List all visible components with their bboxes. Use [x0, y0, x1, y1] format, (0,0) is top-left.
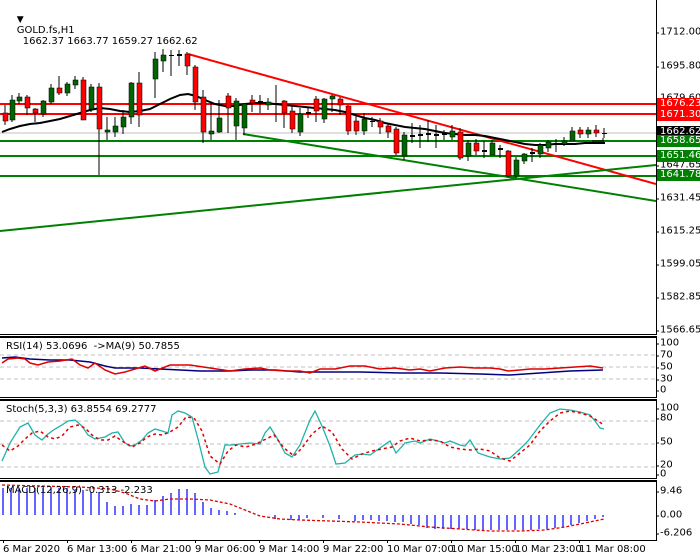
macd-scale[interactable]: 9.46 0.00 -6.206	[655, 480, 700, 541]
time-tick: 9 Mar 14:00	[259, 540, 320, 555]
price-tick: 1712.00	[655, 26, 700, 38]
price-chart	[0, 49, 656, 232]
time-tick: 11 Mar 08:00	[579, 540, 646, 555]
rsi-title: RSI(14) 53.0696 ->MA(9) 50.7855	[6, 341, 180, 352]
resistance-label: 1671.30	[657, 109, 700, 121]
ohlc-values: 1662.37 1663.77 1659.27 1662.62	[22, 36, 198, 47]
rsi-tick: 50	[656, 361, 673, 373]
stoch-tick: 100	[655, 402, 680, 414]
price-tick: 1599.05	[655, 258, 700, 270]
stoch-title: Stoch(5,3,3) 63.8554 69.2777	[6, 404, 157, 415]
price-tick: 1582.85	[655, 291, 700, 303]
time-tick: 6 Mar 2020	[3, 540, 61, 555]
stoch-tick: 80	[656, 412, 673, 424]
rsi-tick: 0	[655, 384, 667, 396]
price-tick: 1615.25	[655, 225, 700, 237]
triangle-down-icon[interactable]: ▼	[16, 15, 24, 25]
price-tick: 1695.80	[655, 60, 700, 72]
price-scale[interactable]: 1712.00 1695.80 1679.60 1647.65 1631.45 …	[655, 0, 700, 336]
symbol-label: GOLD.fs,H1	[16, 25, 75, 36]
time-tick: 10 Mar 23:00	[515, 540, 582, 555]
price-tick: 1566.65	[655, 324, 700, 336]
support-label: 1651.46	[657, 150, 700, 162]
time-tick: 9 Mar 22:00	[323, 540, 384, 555]
rsi-tick: 70	[656, 349, 673, 361]
price-tick: 1631.45	[655, 192, 700, 204]
resistance-label: 1676.23	[657, 98, 700, 110]
time-tick: 10 Mar 15:00	[451, 540, 518, 555]
time-tick: 6 Mar 13:00	[67, 540, 128, 555]
candles	[2, 49, 607, 178]
rsi-chart	[0, 354, 656, 380]
macd-title: MACD(12,26,9) -0.313 -2.233	[6, 485, 153, 496]
macd-tick: 9.46	[655, 485, 683, 497]
stoch-tick: 50	[656, 436, 673, 448]
stoch-tick: 0	[655, 468, 667, 480]
stoch-chart	[0, 408, 656, 475]
macd-tick: -6.206	[655, 527, 693, 539]
support-label: 1658.65	[657, 135, 700, 147]
macd-chart	[1, 484, 605, 532]
rsi-tick: 30	[656, 373, 673, 385]
price-tick: 1647.65	[655, 159, 700, 171]
rsi-scale[interactable]: 100 70 50 30 0	[655, 336, 700, 398]
time-tick: 6 Mar 21:00	[131, 540, 192, 555]
price-pane[interactable]: ▼ GOLD.fs,H1 1662.37 1663.77 1659.27 166…	[0, 0, 657, 335]
stoch-tick: 20	[656, 459, 673, 471]
time-tick: 9 Mar 06:00	[195, 540, 256, 555]
time-axis[interactable]: 6 Mar 2020 6 Mar 13:00 6 Mar 21:00 9 Mar…	[0, 540, 656, 560]
macd-tick: 0.00	[655, 509, 683, 521]
rsi-tick: 100	[655, 337, 680, 349]
rsi-pane[interactable]: RSI(14) 53.0696 ->MA(9) 50.7855	[0, 336, 657, 398]
chart-title: ▼ GOLD.fs,H1 1662.37 1663.77 1659.27 166…	[4, 3, 198, 58]
macd-pane[interactable]: MACD(12,26,9) -0.313 -2.233	[0, 480, 657, 541]
stoch-pane[interactable]: Stoch(5,3,3) 63.8554 69.2777	[0, 399, 657, 479]
stoch-scale[interactable]: 100 80 50 20 0	[655, 399, 700, 480]
support-label: 1641.78	[657, 169, 700, 181]
time-tick: 10 Mar 07:00	[387, 540, 454, 555]
